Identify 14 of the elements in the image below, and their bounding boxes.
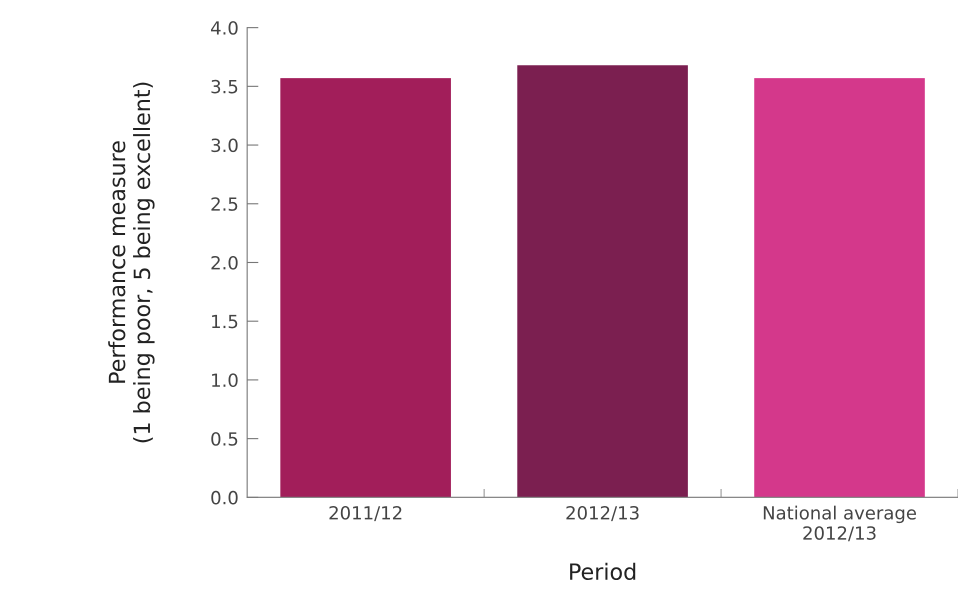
y-axis-title: Performance measure (1 being poor, 5 being excellent) [108,82,155,442]
y-tick-label: 2.5 [211,197,238,211]
x-axis-title: Period [570,562,636,580]
x-tick-label: National average 2012/13 [764,506,916,542]
x-tick-label: 2011/12 [329,506,402,522]
y-tick-label: 3.0 [211,138,238,152]
y-tick-label: 3.5 [211,80,238,94]
y-tick-label: 1.0 [212,373,238,388]
y-tick-label: 2.0 [211,256,238,270]
y-tick-label: 0.0 [211,490,238,504]
y-tick-label: 1.5 [212,314,238,328]
y-tick-label: 0.5 [211,432,238,446]
y-tick-label: 4.0 [211,21,238,35]
x-tick-label: 2012/13 [566,506,639,522]
